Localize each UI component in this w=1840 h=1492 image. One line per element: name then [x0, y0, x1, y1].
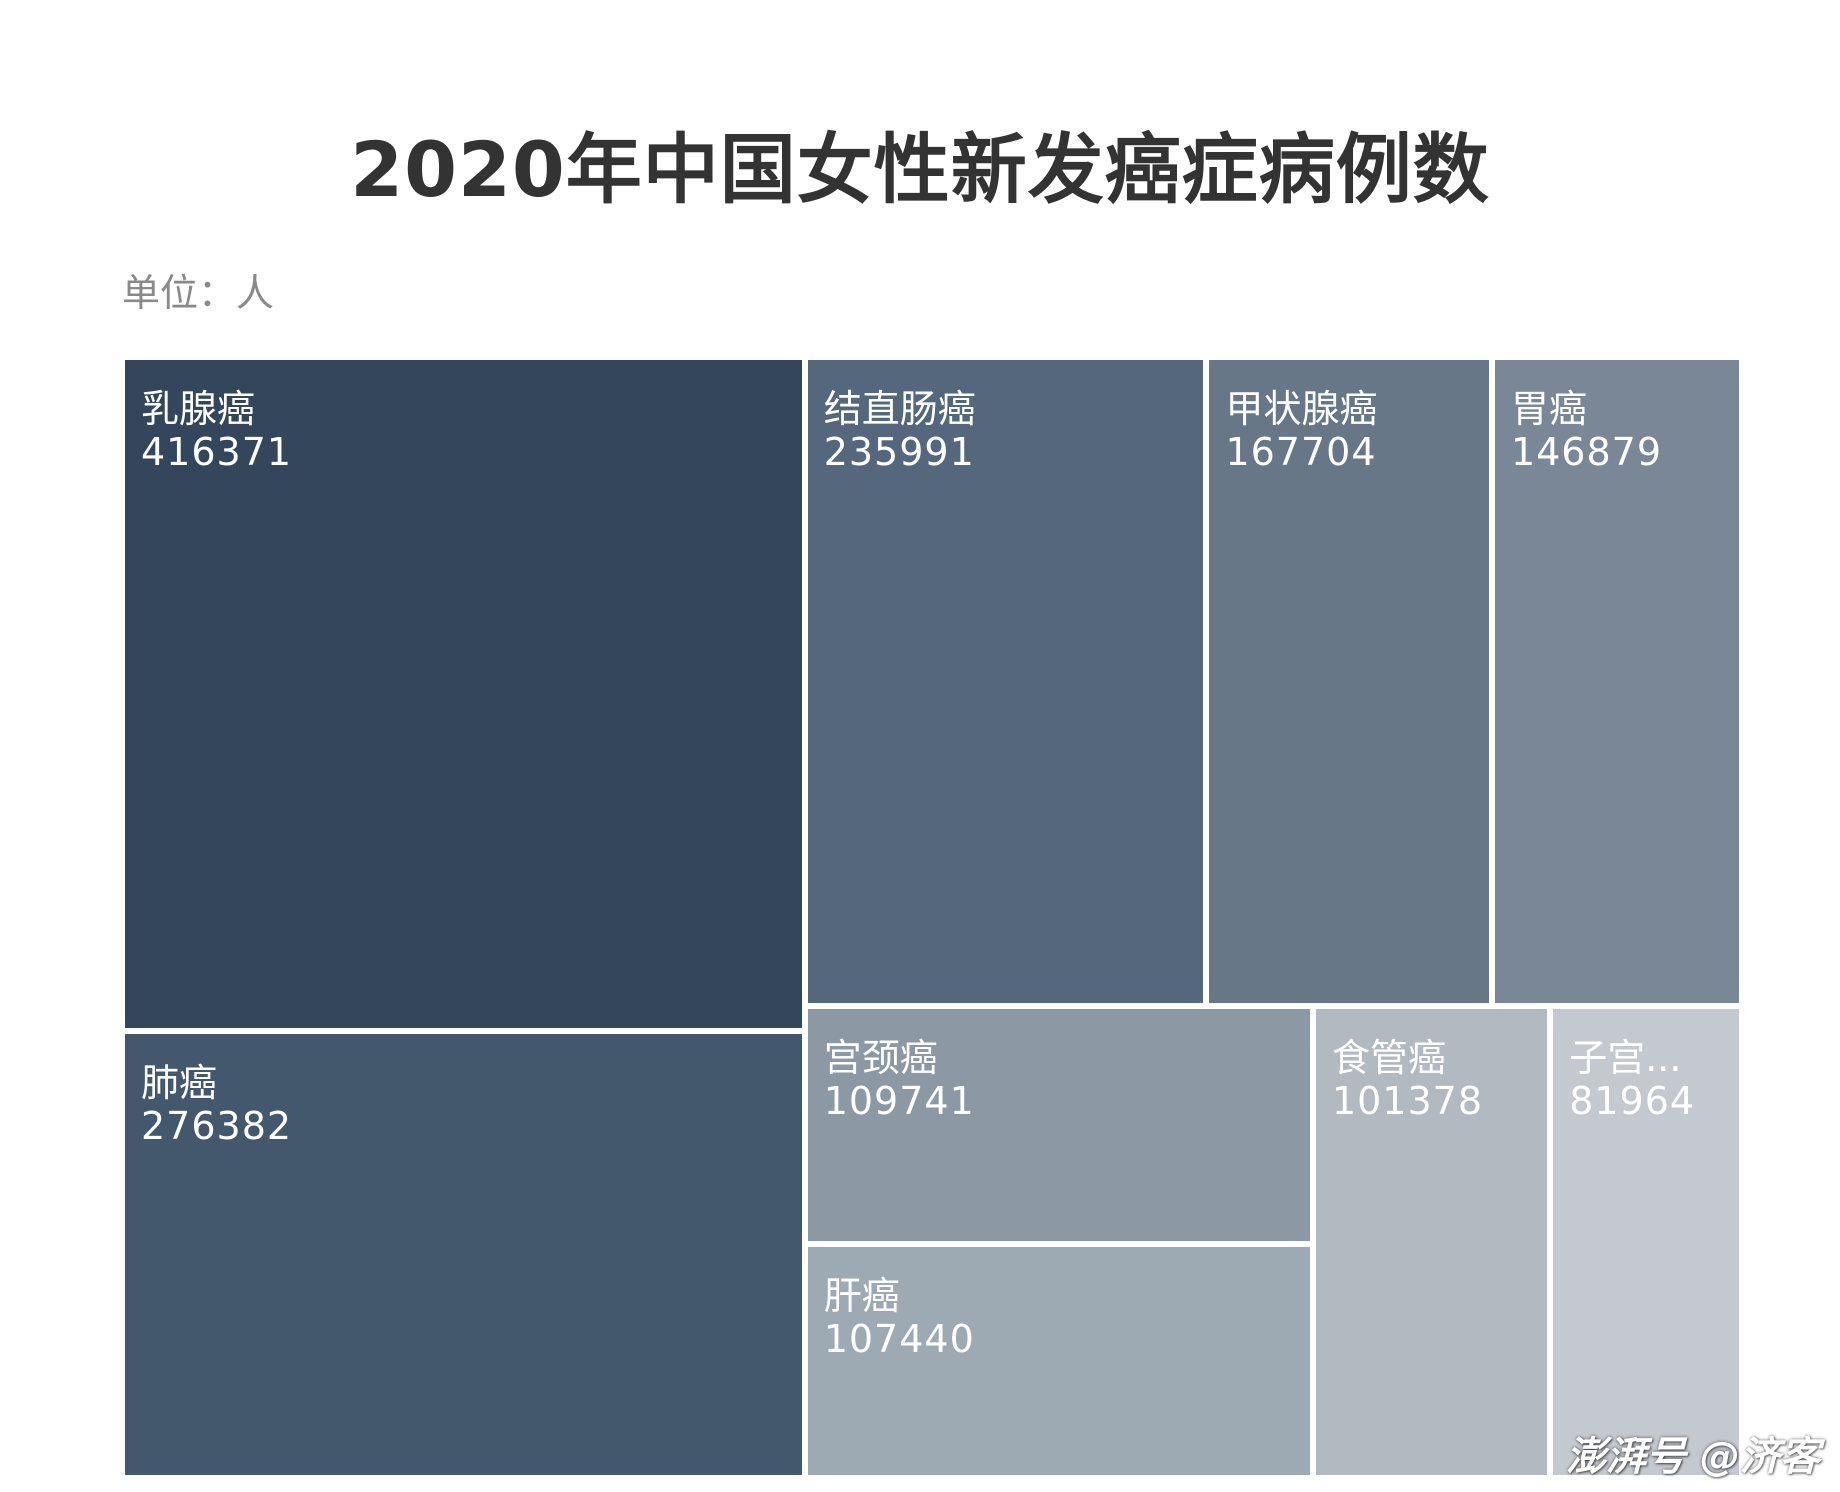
treemap-cell-label: 宫颈癌 [823, 1035, 938, 1080]
treemap-cell-value: 101378 [1331, 1078, 1483, 1123]
treemap-cell-value: 81964 [1569, 1078, 1696, 1123]
treemap-cell-value: 235991 [823, 430, 975, 474]
treemap-cell: 乳腺癌 416371 [122, 357, 805, 1031]
treemap-cell-label: 肝癌 [823, 1274, 900, 1319]
chart-title: 2020年中国女性新发癌症病例数 [350, 125, 1490, 214]
treemap-cell-label: 结直肠癌 [823, 387, 976, 431]
watermark: 澎湃号 @济客 [1566, 1434, 1820, 1480]
treemap-cell: 结直肠癌 235991 [804, 357, 1207, 1006]
treemap-cell-label: 甲状腺癌 [1225, 387, 1378, 431]
treemap-cell-value: 107440 [823, 1317, 975, 1362]
unit-label: 单位：人 [122, 271, 275, 315]
treemap-cell-label: 肺癌 [141, 1060, 218, 1105]
treemap-cell: 子宫... 81964 [1550, 1005, 1742, 1478]
treemap-cell-value: 146879 [1510, 430, 1662, 474]
treemap-cell: 肝癌 107440 [804, 1244, 1313, 1478]
treemap-cell: 食管癌 101378 [1312, 1005, 1551, 1478]
treemap-cell-label: 食管癌 [1331, 1035, 1446, 1080]
treemap-cell-value: 167704 [1225, 430, 1377, 474]
treemap-cell-label: 胃癌 [1510, 387, 1587, 431]
treemap-cell-label: 乳腺癌 [141, 387, 256, 431]
treemap-cell-value: 109741 [823, 1078, 975, 1123]
treemap-cell-value: 416371 [141, 430, 293, 474]
treemap-cell: 宫颈癌 109741 [804, 1005, 1313, 1245]
treemap-cell: 胃癌 146879 [1491, 357, 1742, 1006]
treemap-cell: 肺癌 276382 [122, 1030, 805, 1478]
treemap-cell-label: 子宫... [1569, 1035, 1682, 1080]
treemap-cell-value: 276382 [141, 1103, 293, 1148]
treemap-cell: 甲状腺癌 167704 [1206, 357, 1492, 1006]
